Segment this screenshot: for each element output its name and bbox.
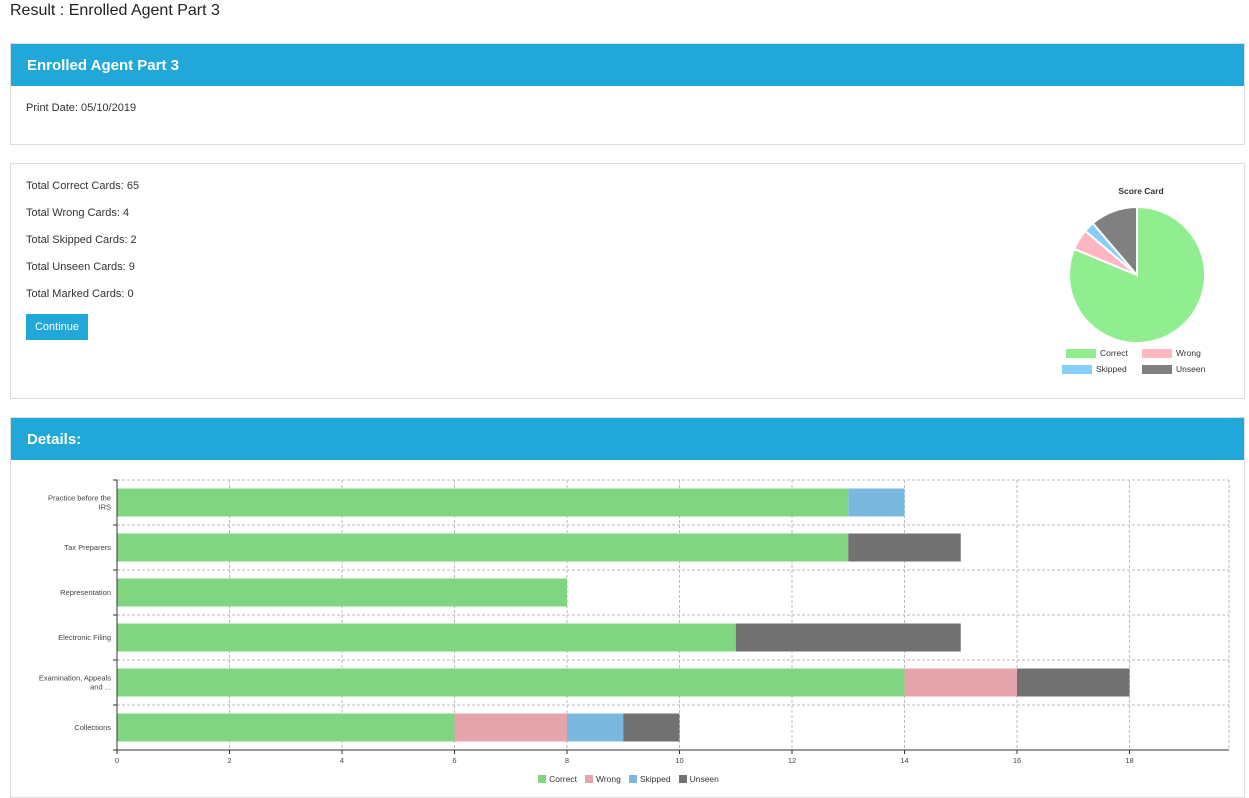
- result-header-panel: Enrolled Agent Part 3 Print Date: 05/10/…: [10, 43, 1245, 145]
- page-title: Result : Enrolled Agent Part 3: [10, 2, 220, 19]
- pie-legend-item-skipped[interactable]: Skipped: [1062, 364, 1127, 374]
- exam-title: Enrolled Agent Part 3: [11, 44, 1244, 86]
- pie-legend-label: Unseen: [1176, 364, 1206, 374]
- pie-legend-item-wrong[interactable]: Wrong: [1142, 348, 1201, 358]
- bar-segment-correct[interactable]: [117, 668, 905, 697]
- x-tick-label: 12: [788, 756, 796, 765]
- x-tick-label: 6: [452, 756, 456, 765]
- pie-slice-unseen: [1091, 206, 1138, 278]
- summary-panel: Total Correct Cards: 65 Total Wrong Card…: [10, 163, 1245, 399]
- score-card-chart: Score Card Correct Wrong Skipped Unseen: [1046, 178, 1236, 388]
- y-tick-label: Collections: [74, 723, 111, 732]
- bar-segment-correct[interactable]: [117, 623, 736, 652]
- print-date: Print Date: 05/10/2019: [26, 102, 137, 114]
- bar-legend-label: Skipped: [639, 774, 671, 784]
- total-skipped-cards: Total Skipped Cards: 2: [26, 234, 137, 246]
- details-title: Details:: [11, 418, 1244, 460]
- x-tick-label: 4: [340, 756, 344, 765]
- bar-legend-item-unseen[interactable]: Unseen: [678, 774, 719, 784]
- bar-legend-label: Wrong: [595, 774, 621, 784]
- bar-legend-item-correct[interactable]: Correct: [538, 774, 577, 784]
- pie-legend-swatch: [1142, 348, 1172, 358]
- bar-legend-item-wrong[interactable]: Wrong: [584, 774, 621, 784]
- y-tick-label: Representation: [60, 588, 111, 597]
- pie-legend-label: Skipped: [1096, 364, 1127, 374]
- x-tick-label: 2: [227, 756, 231, 765]
- total-correct-cards: Total Correct Cards: 65: [26, 180, 140, 192]
- bar-legend-swatch: [584, 775, 593, 783]
- bar-legend-swatch: [628, 775, 637, 783]
- bar-segment-unseen[interactable]: [1017, 668, 1130, 697]
- bar-legend-label: Correct: [549, 774, 577, 784]
- x-tick-label: 16: [1013, 756, 1021, 765]
- bar-segment-unseen[interactable]: [848, 533, 961, 562]
- pie-legend-item-unseen[interactable]: Unseen: [1142, 364, 1205, 374]
- bar-segment-correct[interactable]: [117, 533, 849, 562]
- bar-segment-correct[interactable]: [117, 713, 455, 742]
- details-panel: Details: Practice before the IRS Tax Prepa…: [10, 417, 1245, 798]
- bar-legend: Correct Wrong Skipped Unseen: [11, 774, 1246, 784]
- pie-legend-swatch: [1066, 348, 1096, 358]
- pie-slice-correct: [1068, 206, 1206, 344]
- pie-legend-label: Correct: [1100, 348, 1128, 358]
- x-tick-label: 14: [900, 756, 908, 765]
- bar-segment-correct[interactable]: [117, 488, 849, 517]
- pie-chart: [1068, 206, 1206, 344]
- bar-segment-wrong[interactable]: [454, 713, 568, 742]
- bar-legend-item-skipped[interactable]: Skipped: [628, 774, 671, 784]
- bar-legend-label: Unseen: [689, 774, 719, 784]
- bar-segment-unseen[interactable]: [735, 623, 961, 652]
- bar-segment-unseen[interactable]: [623, 713, 680, 742]
- continue-button[interactable]: Continue: [26, 314, 88, 340]
- x-tick-label: 0: [115, 756, 119, 765]
- x-tick-label: 18: [1125, 756, 1133, 765]
- total-unseen-cards: Total Unseen Cards: 9: [26, 261, 135, 273]
- y-tick-label: Tax Preparers: [64, 543, 111, 552]
- bar-legend-swatch: [678, 775, 687, 783]
- pie-legend-label: Wrong: [1176, 348, 1201, 358]
- x-tick-label: 10: [675, 756, 683, 765]
- bar-segment-skipped[interactable]: [567, 713, 624, 742]
- y-tick-label: Practice before the IRS: [48, 494, 111, 512]
- x-tick-label: 8: [565, 756, 569, 765]
- pie-legend-item-correct[interactable]: Correct: [1066, 348, 1128, 358]
- bar-segment-skipped[interactable]: [848, 488, 905, 517]
- bar-segment-correct[interactable]: [117, 578, 567, 607]
- pie-legend-swatch: [1062, 364, 1092, 374]
- bar-legend-swatch: [538, 775, 547, 783]
- stacked-bar-chart: Practice before the IRS Tax Preparers Repre…: [39, 479, 1230, 765]
- total-marked-cards: Total Marked Cards: 0: [26, 288, 134, 300]
- y-tick-label: Examination, Appeals and ...: [39, 674, 111, 692]
- y-tick-label: Electronic Filing: [58, 633, 111, 642]
- pie-chart-title: Score Card: [1118, 186, 1164, 196]
- pie-legend-swatch: [1142, 364, 1172, 374]
- total-wrong-cards: Total Wrong Cards: 4: [26, 207, 130, 219]
- bar-segment-wrong[interactable]: [904, 668, 1018, 697]
